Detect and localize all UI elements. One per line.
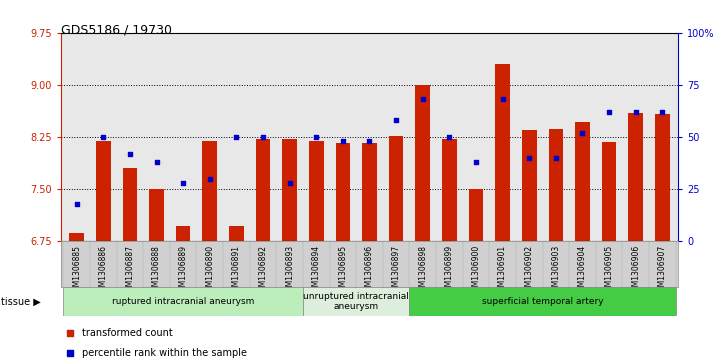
Point	[64, 330, 76, 336]
Text: GDS5186 / 19730: GDS5186 / 19730	[61, 24, 171, 37]
Text: superficial temporal artery: superficial temporal artery	[482, 297, 603, 306]
Bar	[256, 139, 271, 241]
FancyBboxPatch shape	[409, 287, 675, 316]
Bar	[362, 143, 377, 241]
Point	[577, 130, 588, 136]
Point	[603, 109, 615, 115]
Text: tissue ▶: tissue ▶	[1, 296, 41, 306]
Point	[337, 138, 348, 144]
Point	[178, 180, 189, 186]
Bar	[442, 139, 457, 241]
Text: GSM1306891: GSM1306891	[232, 245, 241, 296]
Text: GSM1306899: GSM1306899	[445, 245, 454, 296]
Bar	[123, 168, 137, 241]
Text: GSM1306894: GSM1306894	[312, 245, 321, 296]
Text: transformed count: transformed count	[82, 328, 173, 338]
Bar	[628, 113, 643, 241]
Bar	[176, 226, 191, 241]
Text: GSM1306893: GSM1306893	[285, 245, 294, 296]
Point	[124, 151, 136, 157]
Point	[630, 109, 641, 115]
Bar	[548, 129, 563, 241]
Text: GSM1306902: GSM1306902	[525, 245, 534, 296]
Bar	[203, 140, 217, 241]
Point	[471, 159, 482, 165]
Point	[417, 97, 428, 102]
Point	[497, 97, 508, 102]
Bar	[389, 136, 403, 241]
Point	[550, 155, 561, 161]
Text: GSM1306896: GSM1306896	[365, 245, 374, 296]
Bar	[309, 140, 323, 241]
Point	[204, 176, 216, 182]
Text: GSM1306898: GSM1306898	[418, 245, 427, 296]
Text: unruptured intracranial
aneurysm: unruptured intracranial aneurysm	[303, 291, 409, 311]
Bar	[229, 226, 243, 241]
Text: GSM1306907: GSM1306907	[658, 245, 667, 296]
Text: GSM1306890: GSM1306890	[205, 245, 214, 296]
Point	[391, 118, 402, 123]
Text: GSM1306905: GSM1306905	[605, 245, 613, 296]
Point	[657, 109, 668, 115]
Text: GSM1306901: GSM1306901	[498, 245, 507, 296]
Bar	[282, 139, 297, 241]
Text: GSM1306889: GSM1306889	[178, 245, 188, 296]
Bar	[655, 114, 670, 241]
Bar	[96, 140, 111, 241]
Point	[71, 201, 82, 207]
Text: GSM1306904: GSM1306904	[578, 245, 587, 296]
Text: GSM1306900: GSM1306900	[471, 245, 481, 296]
Text: GSM1306903: GSM1306903	[551, 245, 560, 296]
Bar	[336, 143, 350, 241]
Point	[311, 134, 322, 140]
Bar	[69, 233, 84, 241]
Point	[257, 134, 268, 140]
Point	[363, 138, 375, 144]
Text: GSM1306906: GSM1306906	[631, 245, 640, 296]
FancyBboxPatch shape	[303, 287, 409, 316]
Text: GSM1306897: GSM1306897	[391, 245, 401, 296]
Bar	[575, 122, 590, 241]
Text: GSM1306892: GSM1306892	[258, 245, 268, 296]
Point	[98, 134, 109, 140]
Bar	[149, 189, 164, 241]
Text: GSM1306895: GSM1306895	[338, 245, 348, 296]
Point	[443, 134, 455, 140]
FancyBboxPatch shape	[64, 287, 303, 316]
Text: GSM1306887: GSM1306887	[126, 245, 134, 296]
Text: GSM1306888: GSM1306888	[152, 245, 161, 296]
Text: ruptured intracranial aneurysm: ruptured intracranial aneurysm	[112, 297, 254, 306]
Bar	[468, 189, 483, 241]
Point	[523, 155, 535, 161]
Point	[151, 159, 162, 165]
Bar	[416, 85, 430, 241]
Bar	[522, 130, 536, 241]
Bar	[602, 142, 616, 241]
Text: GSM1306886: GSM1306886	[99, 245, 108, 296]
Text: percentile rank within the sample: percentile rank within the sample	[82, 347, 247, 358]
Point	[284, 180, 296, 186]
Point	[231, 134, 242, 140]
Text: GSM1306885: GSM1306885	[72, 245, 81, 296]
Bar	[496, 64, 510, 241]
Point	[64, 350, 76, 355]
